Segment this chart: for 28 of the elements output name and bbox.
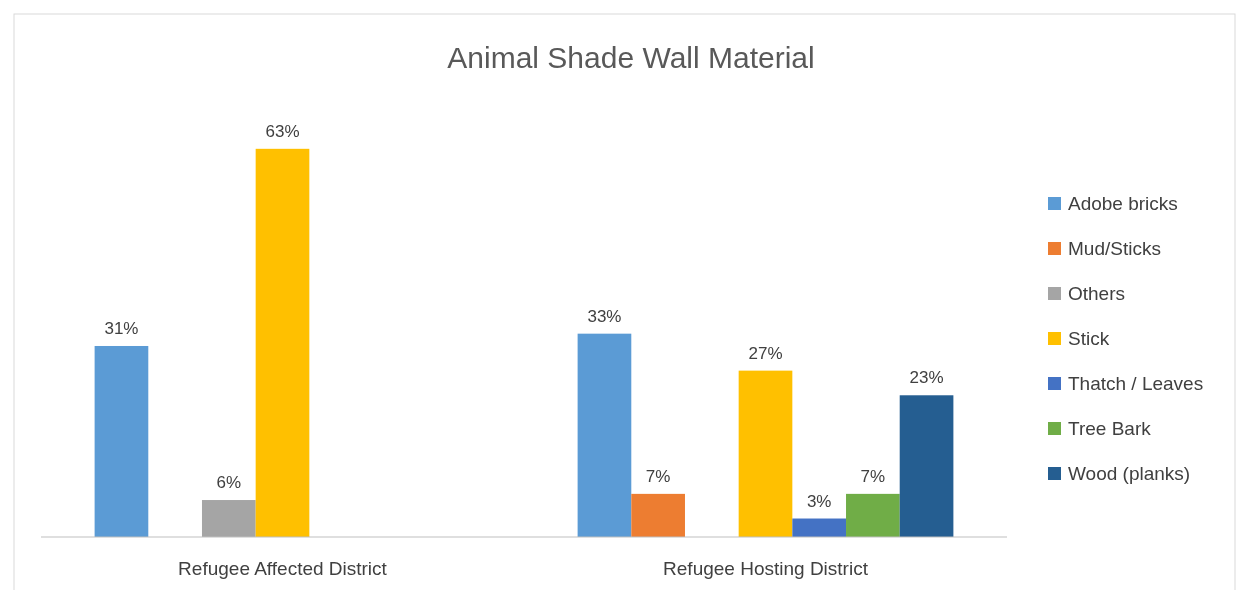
data-label: 7% [860, 466, 886, 486]
data-label: 3% [806, 491, 832, 511]
legend-label: Mud/Sticks [1068, 238, 1161, 259]
legend-label: Thatch / Leaves [1068, 373, 1204, 394]
bar [577, 333, 632, 537]
bar [738, 370, 793, 537]
legend-label: Stick [1068, 328, 1110, 349]
data-label: 6% [216, 473, 242, 493]
data-label: 27% [748, 343, 783, 363]
x-tick-label: Refugee Affected District [178, 558, 388, 579]
data-label: 23% [909, 368, 944, 388]
legend-label: Adobe bricks [1068, 193, 1178, 214]
legend-label: Tree Bark [1068, 418, 1152, 439]
data-label: 31% [104, 318, 139, 338]
bar [631, 493, 685, 537]
legend-label: Wood (planks) [1068, 463, 1191, 484]
bar [899, 395, 954, 537]
bar [255, 148, 310, 537]
bar [201, 500, 256, 537]
bar [94, 345, 149, 537]
chart-title: Animal Shade Wall Material [447, 41, 815, 74]
bar [846, 493, 900, 537]
x-tick-label: Refugee Hosting District [663, 558, 869, 579]
legend-label: Others [1068, 283, 1126, 304]
bar [792, 518, 847, 537]
data-label: 63% [265, 121, 300, 141]
data-label: 33% [587, 306, 622, 326]
data-label: 7% [645, 466, 671, 486]
